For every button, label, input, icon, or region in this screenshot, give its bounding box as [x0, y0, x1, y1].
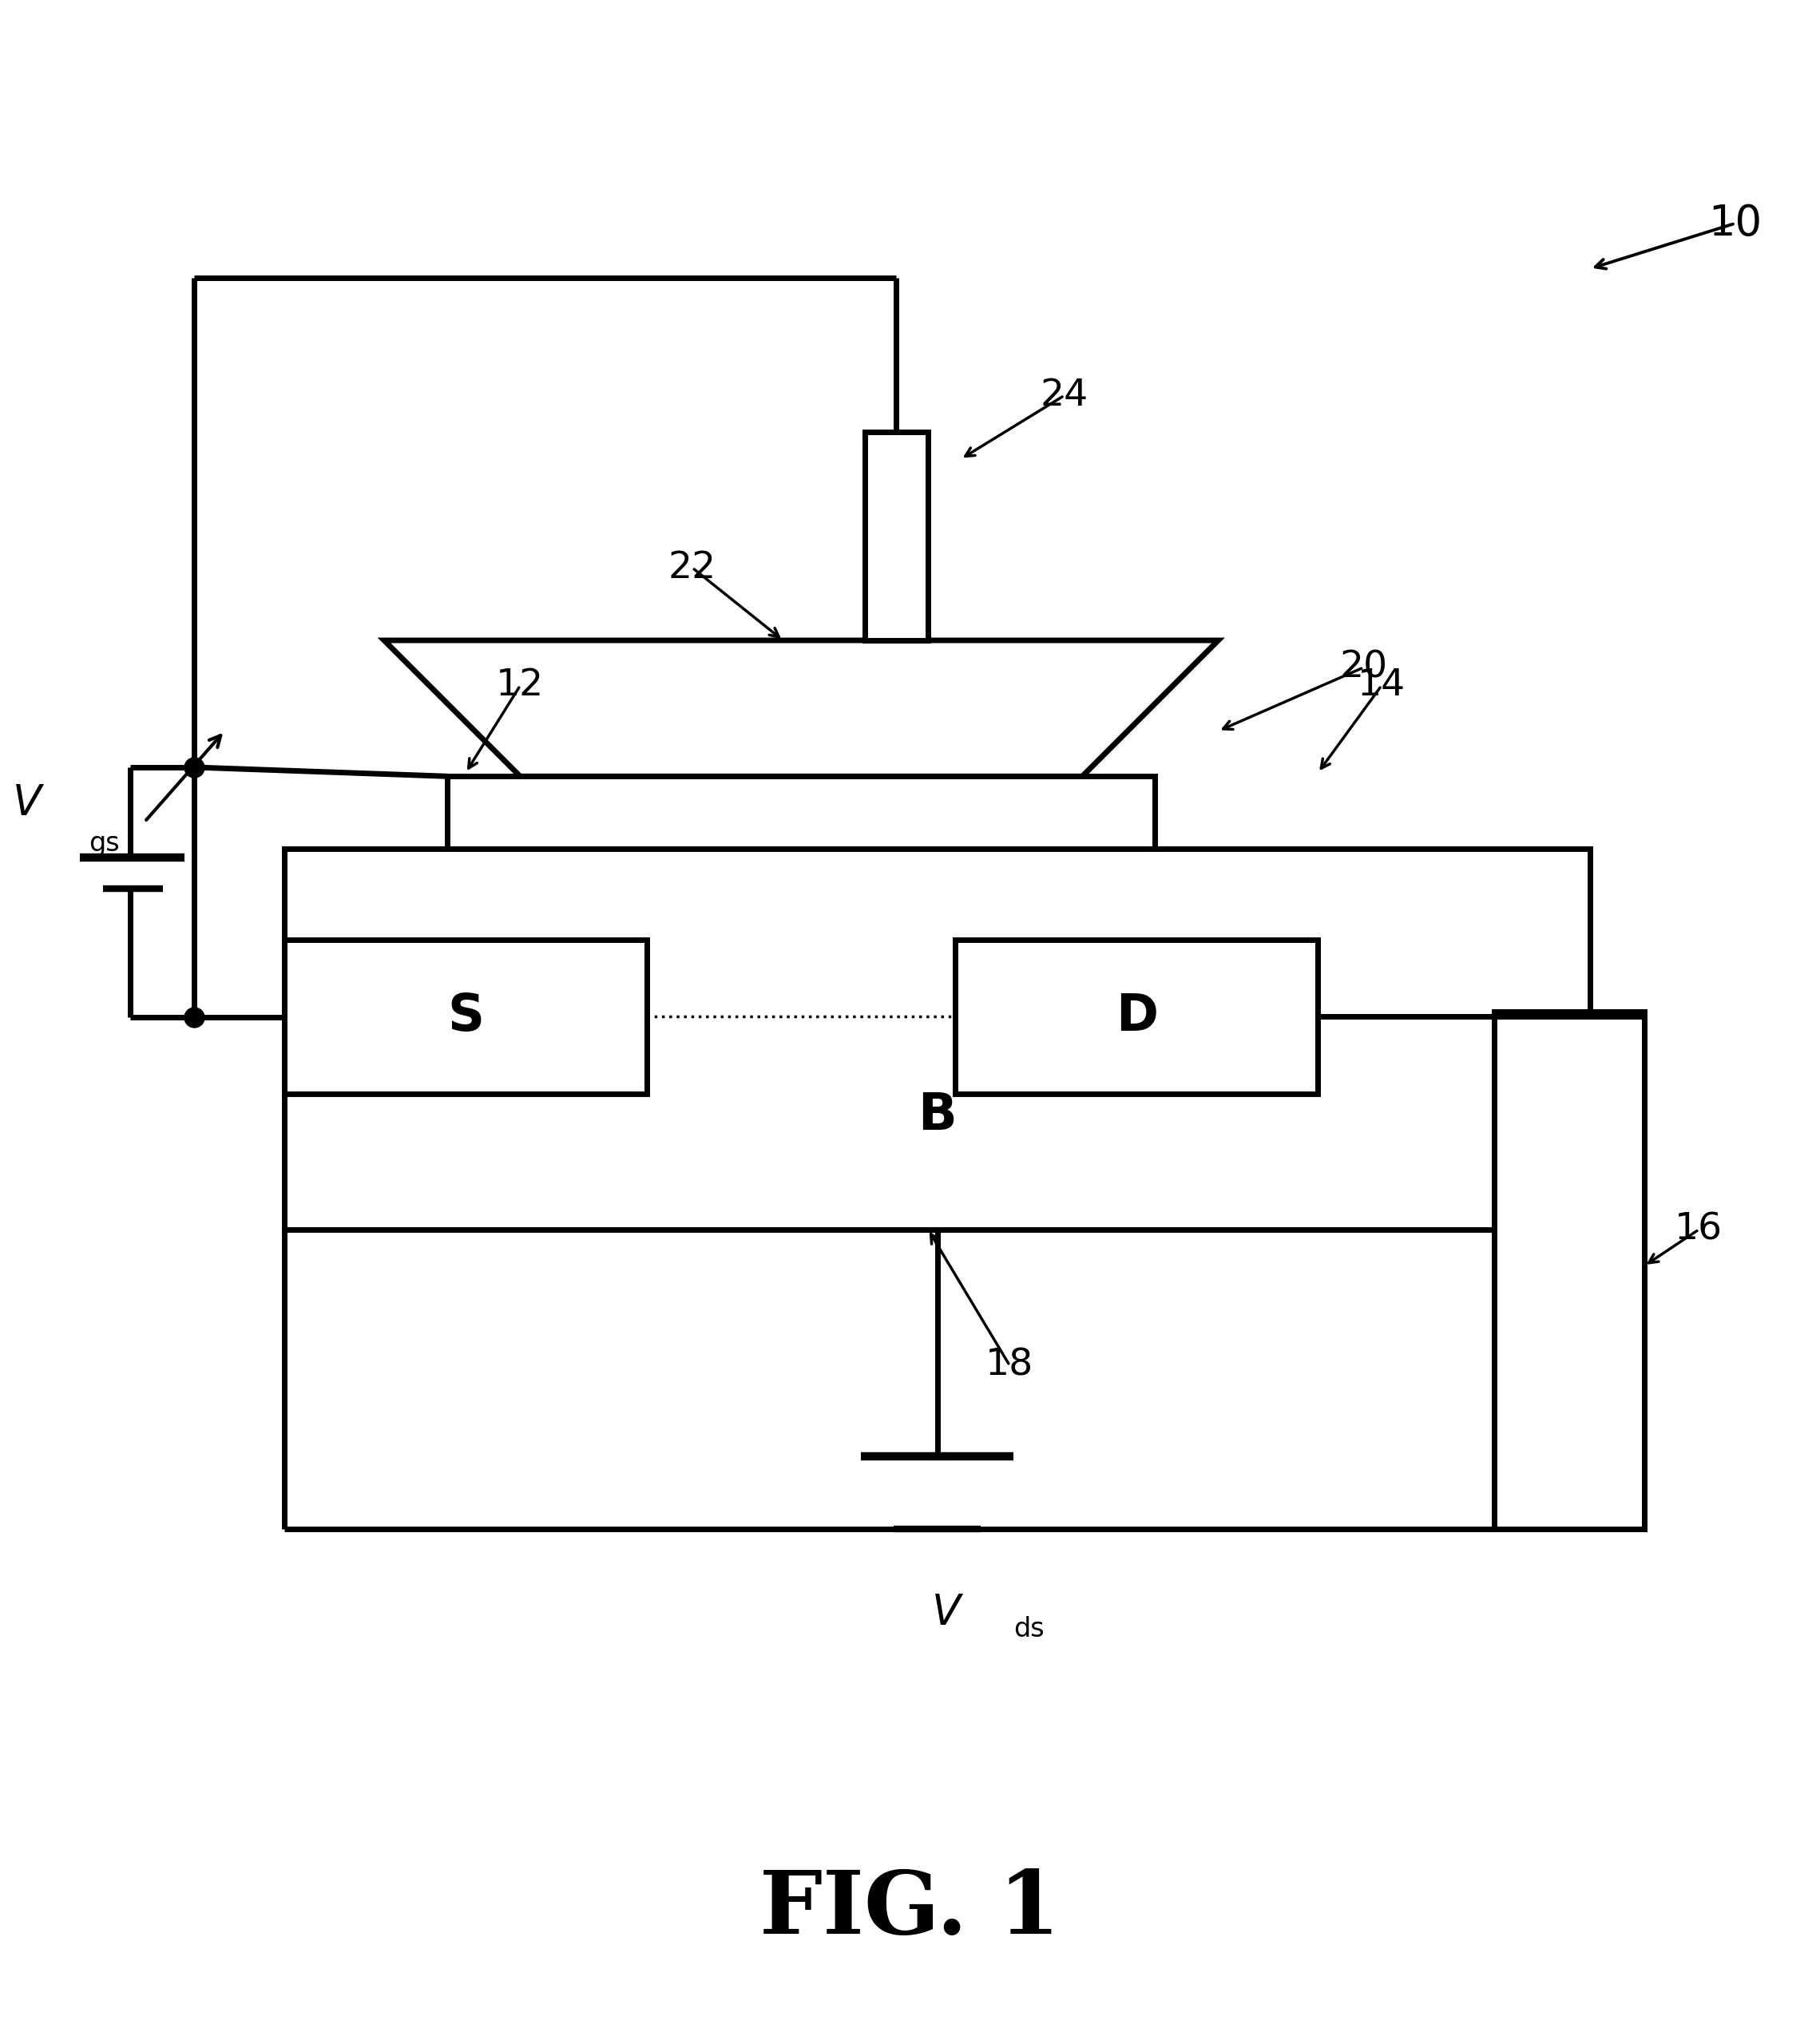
Polygon shape	[384, 640, 1218, 777]
Text: 20: 20	[1340, 650, 1387, 686]
Text: 22: 22	[668, 551, 717, 585]
Text: 10: 10	[1709, 202, 1762, 245]
Bar	[1494, 1012, 1645, 1528]
Text: S: S	[448, 992, 484, 1040]
Text: gs: gs	[89, 830, 120, 856]
Bar	[284, 939, 648, 1093]
Text: 14: 14	[1358, 668, 1405, 704]
Text: V: V	[932, 1593, 961, 1633]
Text: 16: 16	[1674, 1212, 1724, 1247]
Bar	[448, 777, 1156, 848]
Text: V: V	[13, 783, 42, 824]
Text: 24: 24	[1039, 378, 1088, 413]
Text: D: D	[1116, 992, 1158, 1040]
Text: ds: ds	[1014, 1615, 1045, 1641]
Bar	[284, 848, 1591, 1229]
Bar	[864, 431, 928, 640]
Bar	[956, 939, 1318, 1093]
Text: 12: 12	[497, 668, 544, 704]
Text: 18: 18	[986, 1348, 1034, 1384]
Text: B: B	[917, 1091, 957, 1140]
Text: FIG. 1: FIG. 1	[759, 1866, 1061, 1951]
